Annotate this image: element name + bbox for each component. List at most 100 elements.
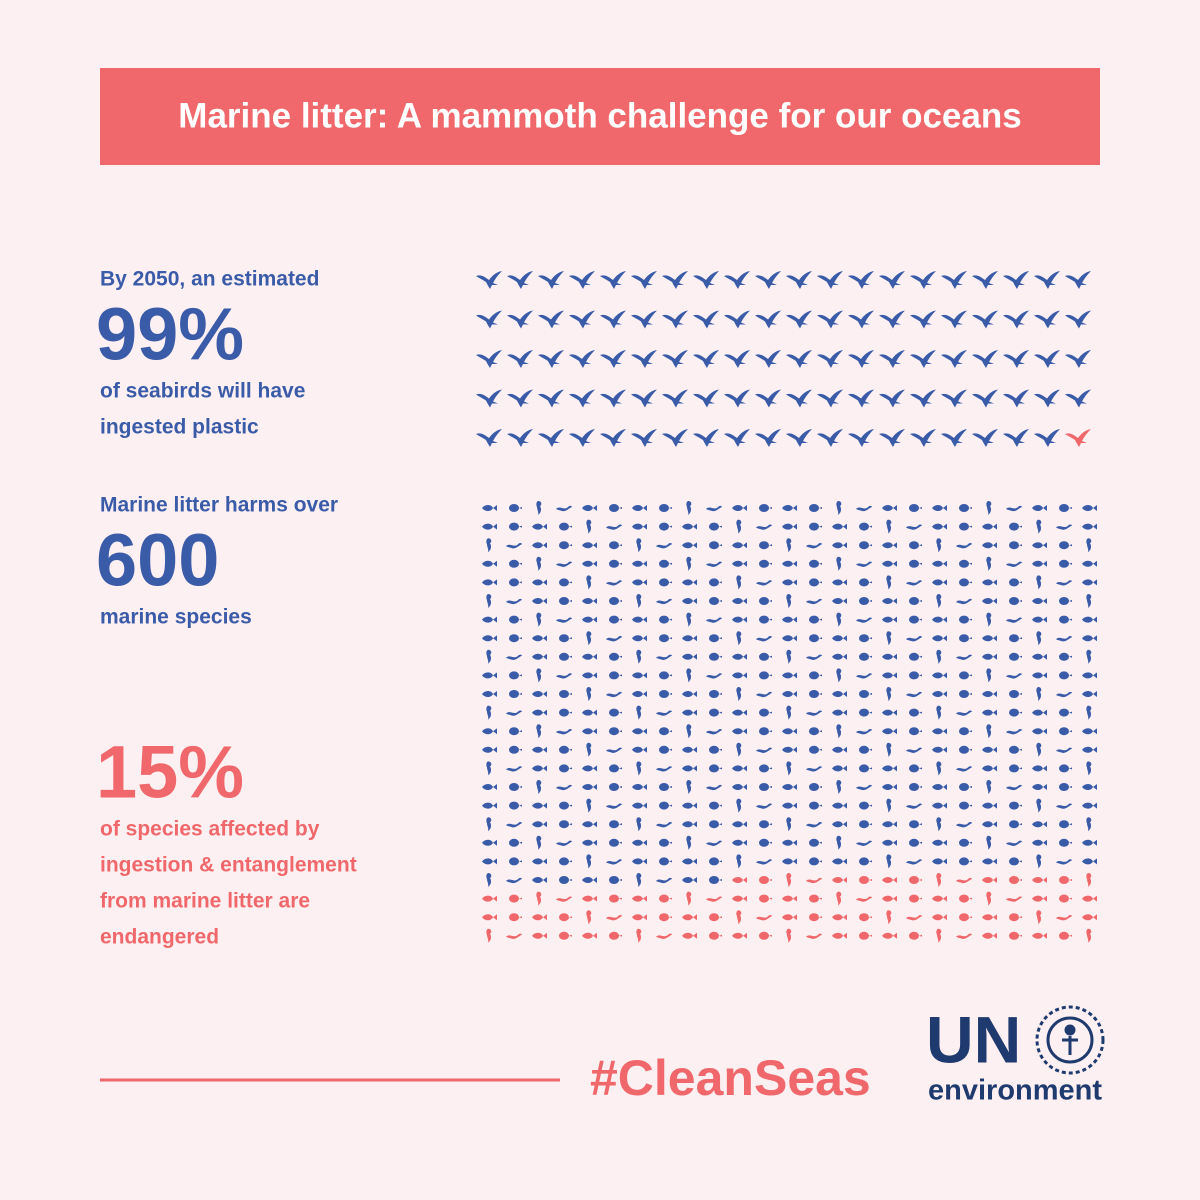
species-icon bbox=[936, 705, 942, 720]
species-icon bbox=[482, 858, 497, 865]
bird-icon bbox=[569, 310, 595, 329]
species-icon bbox=[909, 504, 922, 512]
species-icon bbox=[982, 858, 997, 865]
species-icon bbox=[906, 524, 922, 530]
species-icon bbox=[859, 857, 872, 866]
species-icon bbox=[682, 635, 697, 642]
bird-icon bbox=[507, 429, 533, 447]
species-icon bbox=[982, 932, 997, 939]
species-icon bbox=[606, 803, 622, 809]
species-icon bbox=[606, 580, 622, 586]
species-icon bbox=[582, 821, 597, 828]
species-icon bbox=[709, 541, 722, 550]
species-icon bbox=[606, 859, 622, 865]
species-icon bbox=[1082, 523, 1097, 530]
species-icon bbox=[509, 727, 522, 736]
species-icon bbox=[732, 616, 747, 623]
species-icon bbox=[1032, 784, 1047, 790]
stat-value: 15% bbox=[96, 731, 244, 814]
species-icon bbox=[682, 653, 697, 660]
bird-icon bbox=[910, 350, 936, 368]
species-icon bbox=[509, 578, 522, 587]
species-icon bbox=[709, 913, 722, 922]
species-icon bbox=[556, 617, 572, 623]
bird-icon bbox=[848, 350, 874, 368]
species-icon bbox=[586, 742, 592, 757]
stat-text: of species affected by bbox=[100, 818, 320, 841]
species-icon bbox=[859, 745, 872, 754]
bird-icon bbox=[879, 271, 905, 289]
species-icon bbox=[509, 745, 522, 754]
species-icon bbox=[859, 634, 872, 643]
species-icon bbox=[882, 932, 897, 939]
species-icon bbox=[709, 690, 722, 698]
species-icon bbox=[559, 690, 572, 698]
bird-icon bbox=[941, 389, 967, 408]
species-icon bbox=[982, 598, 997, 604]
species-icon bbox=[536, 891, 542, 906]
species-icon bbox=[836, 668, 842, 683]
logo-name: environment bbox=[928, 1075, 1102, 1107]
species-icon bbox=[506, 598, 522, 605]
species-icon bbox=[682, 523, 697, 530]
species-icon bbox=[1056, 915, 1072, 921]
bird-icon bbox=[755, 310, 781, 329]
species-icon bbox=[682, 579, 697, 586]
species-icon bbox=[1056, 747, 1072, 753]
species-icon bbox=[936, 761, 942, 776]
species-icon bbox=[686, 780, 692, 794]
species-icon bbox=[732, 821, 747, 828]
species-icon bbox=[1009, 578, 1022, 587]
species-icon bbox=[582, 839, 597, 846]
species-icon bbox=[882, 877, 897, 883]
bird-icon bbox=[941, 271, 967, 289]
species-icon bbox=[882, 598, 897, 604]
species-icon bbox=[959, 745, 972, 754]
species-icon bbox=[1009, 857, 1022, 866]
species-icon bbox=[882, 616, 897, 623]
stat-intro: Marine litter harms over bbox=[100, 494, 338, 517]
species-icon bbox=[682, 858, 697, 865]
species-icon bbox=[532, 765, 547, 772]
species-icon bbox=[782, 691, 797, 697]
species-icon bbox=[809, 783, 822, 791]
bird-icon bbox=[569, 271, 595, 289]
species-icon bbox=[859, 597, 872, 605]
species-icon bbox=[836, 835, 842, 850]
species-icon bbox=[786, 873, 792, 887]
bird-icon bbox=[817, 310, 843, 329]
species-icon bbox=[482, 635, 497, 642]
species-icon bbox=[706, 617, 722, 623]
species-icon bbox=[1036, 631, 1042, 646]
bird-icon bbox=[879, 389, 905, 408]
species-icon bbox=[959, 559, 972, 568]
species-icon bbox=[932, 746, 947, 753]
species-icon bbox=[482, 560, 497, 567]
species-icon bbox=[759, 894, 772, 903]
species-icon bbox=[609, 504, 622, 512]
species-icon bbox=[786, 594, 792, 608]
bird-icon bbox=[600, 350, 626, 368]
species-icon bbox=[1056, 636, 1072, 642]
species-icon bbox=[656, 543, 672, 549]
species-icon bbox=[582, 616, 597, 623]
species-icon bbox=[906, 636, 922, 642]
species-icon bbox=[1059, 931, 1072, 940]
logo-acronym: UN bbox=[926, 1002, 1021, 1076]
species-icon bbox=[786, 817, 792, 832]
species-icon bbox=[982, 914, 997, 921]
species-icon bbox=[932, 858, 947, 865]
species-icon bbox=[732, 839, 747, 846]
species-icon bbox=[586, 575, 592, 590]
species-icon bbox=[582, 895, 597, 902]
species-icon bbox=[506, 710, 522, 716]
species-icon bbox=[609, 708, 622, 717]
species-icon bbox=[882, 895, 897, 902]
species-icon bbox=[636, 761, 642, 776]
species-icon bbox=[982, 821, 997, 828]
species-icon bbox=[786, 928, 792, 943]
species-icon bbox=[609, 727, 622, 736]
species-icon bbox=[709, 857, 722, 866]
species-icon bbox=[736, 910, 742, 925]
species-icon bbox=[786, 761, 792, 776]
